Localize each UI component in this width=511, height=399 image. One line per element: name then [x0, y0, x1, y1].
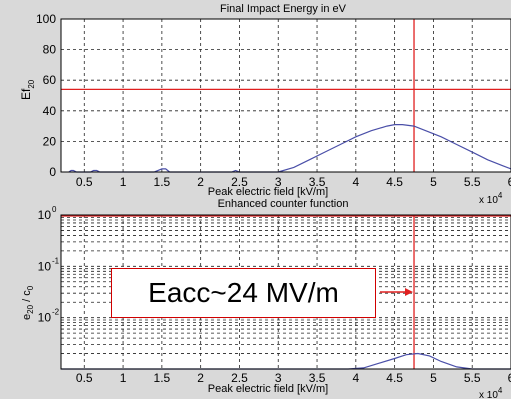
energy-x-tick-label: 1	[120, 175, 127, 189]
energy-x-tick-label: 4	[352, 175, 359, 189]
counter-x-tick-label: 1.5	[154, 371, 171, 385]
counter-y-tick-label: 10	[38, 208, 52, 222]
energy-x-exponent: x 104	[479, 191, 503, 206]
counter-chart-title: Enhanced counter function	[218, 198, 349, 210]
counter-x-tick-label: 6	[508, 371, 511, 385]
counter-y-tick-exponent: -2	[52, 308, 60, 317]
energy-y-tick-label: 80	[43, 43, 57, 57]
energy-x-axis-label: Peak electric field [kV/m]	[208, 186, 328, 198]
counter-y-tick-label: 10	[38, 311, 52, 325]
counter-y-axis-label: e20 / c0	[21, 285, 35, 320]
energy-x-tick-label: 6	[508, 175, 511, 189]
energy-x-tick-label: 0.5	[76, 175, 93, 189]
energy-x-tick-label: 5.5	[464, 175, 481, 189]
energy-y-tick-label: 60	[43, 73, 57, 87]
counter-x-tick-label: 2	[197, 371, 204, 385]
counter-x-axis-label: Peak electric field [kV/m]	[208, 383, 328, 395]
energy-x-tick-label: 2.5	[231, 175, 248, 189]
energy-x-tick-label: 3	[275, 175, 282, 189]
energy-reference-lines	[61, 19, 511, 172]
energy-y-tick-label: 100	[36, 12, 56, 26]
energy-x-tick-label: 4.5	[386, 175, 403, 189]
energy-x-tick-label: 3.5	[309, 175, 326, 189]
energy-grid	[61, 19, 511, 172]
energy-y-tick-label: 0	[49, 165, 56, 179]
energy-x-tick-label: 2	[197, 175, 204, 189]
annotation-arrow	[380, 288, 413, 296]
energy-y-ticks: 0 20 40 60 80 100	[36, 12, 56, 179]
arrow-head	[405, 288, 413, 296]
counter-reference-lines	[61, 215, 511, 369]
counter-y-tick-exponent: -1	[52, 256, 60, 265]
counter-axes-frame	[60, 214, 511, 370]
energy-y-tick-label: 40	[43, 104, 57, 118]
energy-axes-frame	[60, 18, 511, 173]
counter-x-exponent: x 104	[479, 386, 503, 399]
energy-x-ticks: 0.5 1 1.5 2 2.5 3 3.5 4 4.5 5 5.5 6	[76, 175, 511, 189]
annotation-box: Eacc~24 MV/m	[111, 268, 376, 318]
energy-chart: Final Impact Energy in eV 0 20 40 60 80 100 0…	[19, 3, 511, 206]
counter-x-ticks: 0.5 1 1.5 2 2.5 3 3.5 4 4.5 5 5.5 6	[76, 371, 511, 385]
counter-x-tick-label: 3.5	[309, 371, 326, 385]
counter-x-tick-label: 5.5	[464, 371, 481, 385]
counter-x-tick-label: 3	[275, 371, 282, 385]
energy-plot-area	[61, 19, 511, 172]
energy-x-tick-label: 5	[430, 175, 437, 189]
counter-x-tick-label: 0.5	[76, 371, 93, 385]
energy-chart-title: Final Impact Energy in eV	[220, 3, 347, 15]
counter-y-tick-exponent: 0	[52, 205, 57, 214]
annotation-text: Eacc~24 MV/m	[148, 277, 339, 308]
counter-x-tick-label: 5	[430, 371, 437, 385]
counter-x-tick-label: 2.5	[231, 371, 248, 385]
counter-x-tick-label: 1	[120, 371, 127, 385]
counter-x-tick-label: 4	[352, 371, 359, 385]
energy-y-tick-label: 20	[43, 134, 57, 148]
counter-y-tick-label: 10	[38, 259, 52, 273]
energy-x-tick-label: 1.5	[154, 175, 171, 189]
counter-x-tick-label: 4.5	[386, 371, 403, 385]
